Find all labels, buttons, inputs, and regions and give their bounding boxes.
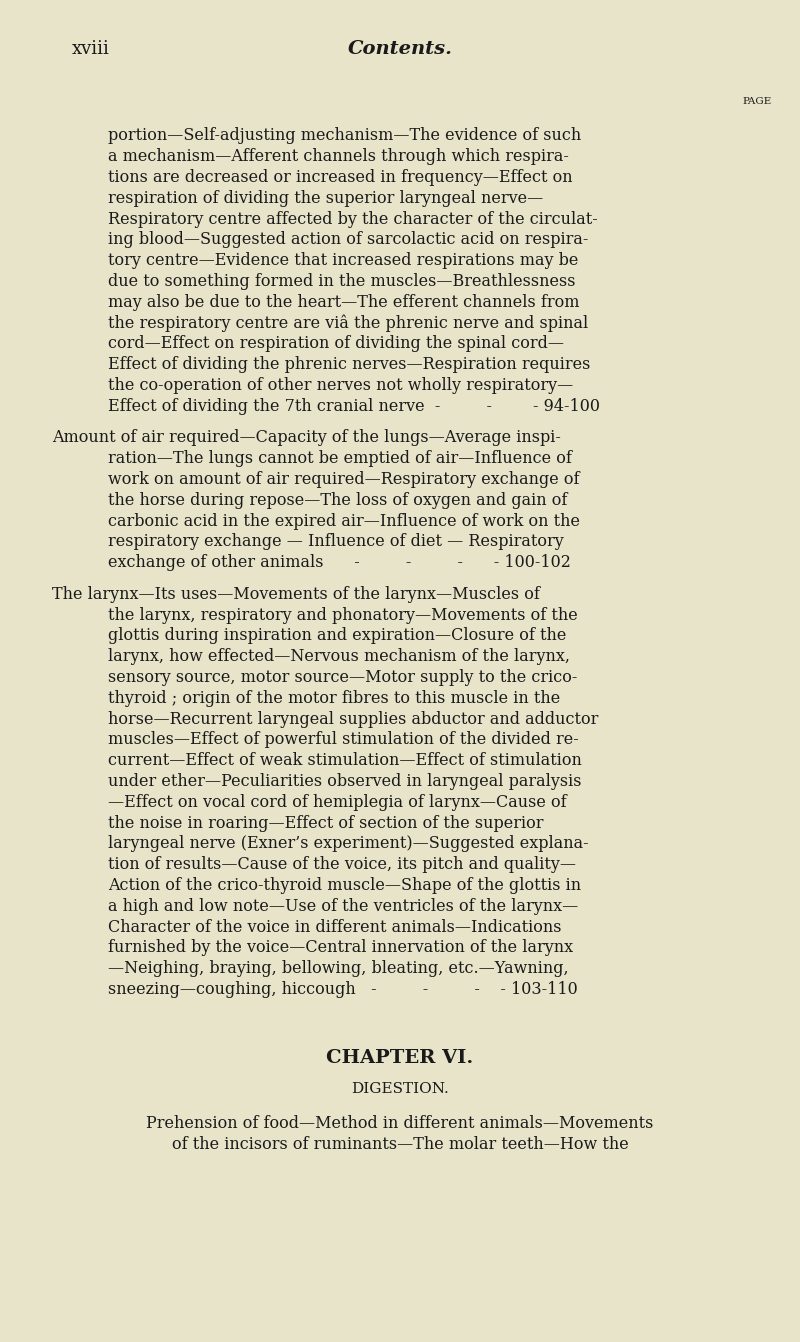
Text: The larynx—Its uses—Movements of the larynx—Muscles of: The larynx—Its uses—Movements of the lar… bbox=[52, 585, 540, 603]
Text: —Neighing, braying, bellowing, bleating, etc.—Yawning,: —Neighing, braying, bellowing, bleating,… bbox=[108, 960, 569, 977]
Text: respiration of dividing the superior laryngeal nerve—: respiration of dividing the superior lar… bbox=[108, 189, 543, 207]
Text: the noise in roaring—Effect of section of the superior: the noise in roaring—Effect of section o… bbox=[108, 815, 543, 832]
Text: a mechanism—Afferent channels through which respira-: a mechanism—Afferent channels through wh… bbox=[108, 148, 569, 165]
Text: the larynx, respiratory and phonatory—Movements of the: the larynx, respiratory and phonatory—Mo… bbox=[108, 607, 578, 624]
Text: due to something formed in the muscles—Breathlessness: due to something formed in the muscles—B… bbox=[108, 272, 575, 290]
Text: —Effect on vocal cord of hemiplegia of larynx—Cause of: —Effect on vocal cord of hemiplegia of l… bbox=[108, 793, 566, 811]
Text: ration—The lungs cannot be emptied of air—Influence of: ration—The lungs cannot be emptied of ai… bbox=[108, 450, 572, 467]
Text: exchange of other animals      -         -         -      - 100-102: exchange of other animals - - - - 100-10… bbox=[108, 554, 571, 572]
Text: muscles—Effect of powerful stimulation of the divided re-: muscles—Effect of powerful stimulation o… bbox=[108, 731, 578, 749]
Text: ing blood—Suggested action of sarcolactic acid on respira-: ing blood—Suggested action of sarcolacti… bbox=[108, 231, 588, 248]
Text: laryngeal nerve (Exner’s experiment)—Suggested explana-: laryngeal nerve (Exner’s experiment)—Sug… bbox=[108, 835, 589, 852]
Text: work on amount of air required—Respiratory exchange of: work on amount of air required—Respirato… bbox=[108, 471, 579, 488]
Text: carbonic acid in the expired air—Influence of work on the: carbonic acid in the expired air—Influen… bbox=[108, 513, 580, 530]
Text: Character of the voice in different animals—Indications: Character of the voice in different anim… bbox=[108, 918, 562, 935]
Text: furnished by the voice—Central innervation of the larynx: furnished by the voice—Central innervati… bbox=[108, 939, 573, 957]
Text: Prehension of food—Method in different animals—Movements: Prehension of food—Method in different a… bbox=[146, 1115, 654, 1133]
Text: tion of results—Cause of the voice, its pitch and quality—: tion of results—Cause of the voice, its … bbox=[108, 856, 576, 874]
Text: the co-operation of other nerves not wholly respiratory—: the co-operation of other nerves not who… bbox=[108, 377, 574, 395]
Text: DIGESTION.: DIGESTION. bbox=[351, 1082, 449, 1096]
Text: under ether—Peculiarities observed in laryngeal paralysis: under ether—Peculiarities observed in la… bbox=[108, 773, 582, 790]
Text: tory centre—Evidence that increased respirations may be: tory centre—Evidence that increased resp… bbox=[108, 252, 578, 270]
Text: Contents.: Contents. bbox=[347, 40, 453, 58]
Text: xviii: xviii bbox=[72, 40, 110, 58]
Text: cord—Effect on respiration of dividing the spinal cord—: cord—Effect on respiration of dividing t… bbox=[108, 336, 564, 353]
Text: current—Effect of weak stimulation—Effect of stimulation: current—Effect of weak stimulation—Effec… bbox=[108, 752, 582, 769]
Text: glottis during inspiration and expiration—Closure of the: glottis during inspiration and expiratio… bbox=[108, 627, 566, 644]
Text: portion—Self-adjusting mechanism—The evidence of such: portion—Self-adjusting mechanism—The evi… bbox=[108, 127, 582, 145]
Text: may also be due to the heart—The efferent channels from: may also be due to the heart—The efferen… bbox=[108, 294, 579, 311]
Text: Effect of dividing the 7th cranial nerve  -         -        - 94-100: Effect of dividing the 7th cranial nerve… bbox=[108, 397, 600, 415]
Text: a high and low note—Use of the ventricles of the larynx—: a high and low note—Use of the ventricle… bbox=[108, 898, 578, 915]
Text: sneezing—coughing, hiccough   -         -         -    - 103-110: sneezing—coughing, hiccough - - - - 103-… bbox=[108, 981, 578, 998]
Text: Respiratory centre affected by the character of the circulat-: Respiratory centre affected by the chara… bbox=[108, 211, 598, 228]
Text: horse—Recurrent laryngeal supplies abductor and adductor: horse—Recurrent laryngeal supplies abduc… bbox=[108, 710, 598, 727]
Text: thyroid ; origin of the motor fibres to this muscle in the: thyroid ; origin of the motor fibres to … bbox=[108, 690, 560, 707]
Text: Effect of dividing the phrenic nerves—Respiration requires: Effect of dividing the phrenic nerves—Re… bbox=[108, 356, 590, 373]
Text: the horse during repose—The loss of oxygen and gain of: the horse during repose—The loss of oxyg… bbox=[108, 491, 567, 509]
Text: sensory source, motor source—Motor supply to the crico-: sensory source, motor source—Motor suppl… bbox=[108, 668, 578, 686]
Text: Amount of air required—Capacity of the lungs—Average inspi-: Amount of air required—Capacity of the l… bbox=[52, 429, 561, 447]
Text: larynx, how effected—Nervous mechanism of the larynx,: larynx, how effected—Nervous mechanism o… bbox=[108, 648, 570, 666]
Text: the respiratory centre are viâ the phrenic nerve and spinal: the respiratory centre are viâ the phren… bbox=[108, 314, 588, 333]
Text: respiratory exchange — Influence of diet — Respiratory: respiratory exchange — Influence of diet… bbox=[108, 533, 564, 550]
Text: Action of the crico-thyroid muscle—Shape of the glottis in: Action of the crico-thyroid muscle—Shape… bbox=[108, 876, 581, 894]
Text: PAGE: PAGE bbox=[742, 97, 772, 106]
Text: of the incisors of ruminants—The molar teeth—How the: of the incisors of ruminants—The molar t… bbox=[172, 1137, 628, 1153]
Text: CHAPTER VI.: CHAPTER VI. bbox=[326, 1048, 474, 1067]
Text: tions are decreased or increased in frequency—Effect on: tions are decreased or increased in freq… bbox=[108, 169, 573, 187]
